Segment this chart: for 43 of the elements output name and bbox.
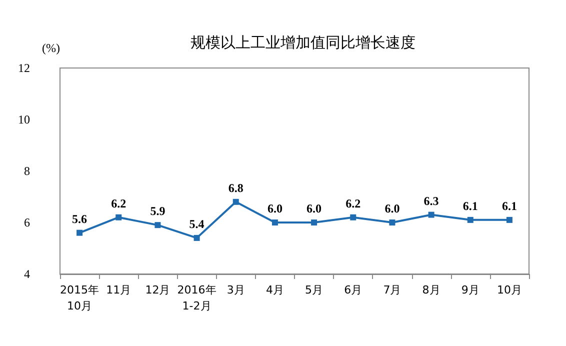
point — [350, 214, 356, 220]
data-label: 6.0 — [384, 202, 400, 216]
y-tick-label: 4 — [24, 267, 30, 281]
y-tick-label: 6 — [24, 216, 30, 230]
data-label: 5.4 — [189, 216, 204, 231]
point — [116, 214, 122, 220]
data-label: 6.0 — [306, 202, 322, 216]
x-tick-label: 5月 — [305, 284, 324, 296]
point — [506, 216, 512, 223]
x-tick-label: 4月 — [266, 284, 284, 296]
x-tick-label: 10月 — [496, 284, 522, 296]
data-label: 6.2 — [111, 196, 126, 210]
x-tick-label: 2015年 10月 — [60, 284, 100, 312]
x-tick-label: 9月 — [461, 284, 480, 296]
point — [467, 216, 474, 223]
point — [76, 230, 83, 236]
data-label: 5.6 — [72, 212, 88, 226]
x-tick-label: 12月 — [145, 284, 170, 296]
point — [272, 220, 278, 226]
data-label: 6.2 — [346, 196, 361, 210]
point — [232, 198, 239, 205]
x-tick-label: 3月 — [226, 284, 245, 296]
data-label: 6.3 — [424, 194, 439, 208]
point — [311, 220, 318, 226]
y-tick-label: 8 — [24, 164, 30, 178]
data-label: 6.8 — [228, 180, 244, 195]
point — [194, 234, 200, 241]
y-tick-label: 12 — [18, 61, 30, 75]
data-label: 6.0 — [267, 202, 282, 216]
point — [428, 212, 434, 218]
chart-title: 规模以上工业增加值同比增长速度 — [190, 34, 416, 52]
y-tick-label: 10 — [18, 112, 30, 126]
data-label: 6.1 — [502, 198, 517, 213]
x-tick-label: 2016年 1-2月 — [177, 284, 216, 312]
point — [389, 220, 396, 226]
y-axis-title: (%) — [42, 41, 60, 55]
x-tick-label: 11月 — [106, 284, 132, 296]
data-label: 5.9 — [150, 204, 166, 218]
x-tick-label: 8月 — [422, 284, 440, 296]
x-tick-label: 7月 — [383, 284, 402, 296]
data-label: 6.1 — [462, 198, 478, 213]
x-tick-label: 6月 — [344, 284, 362, 296]
point — [154, 222, 161, 228]
